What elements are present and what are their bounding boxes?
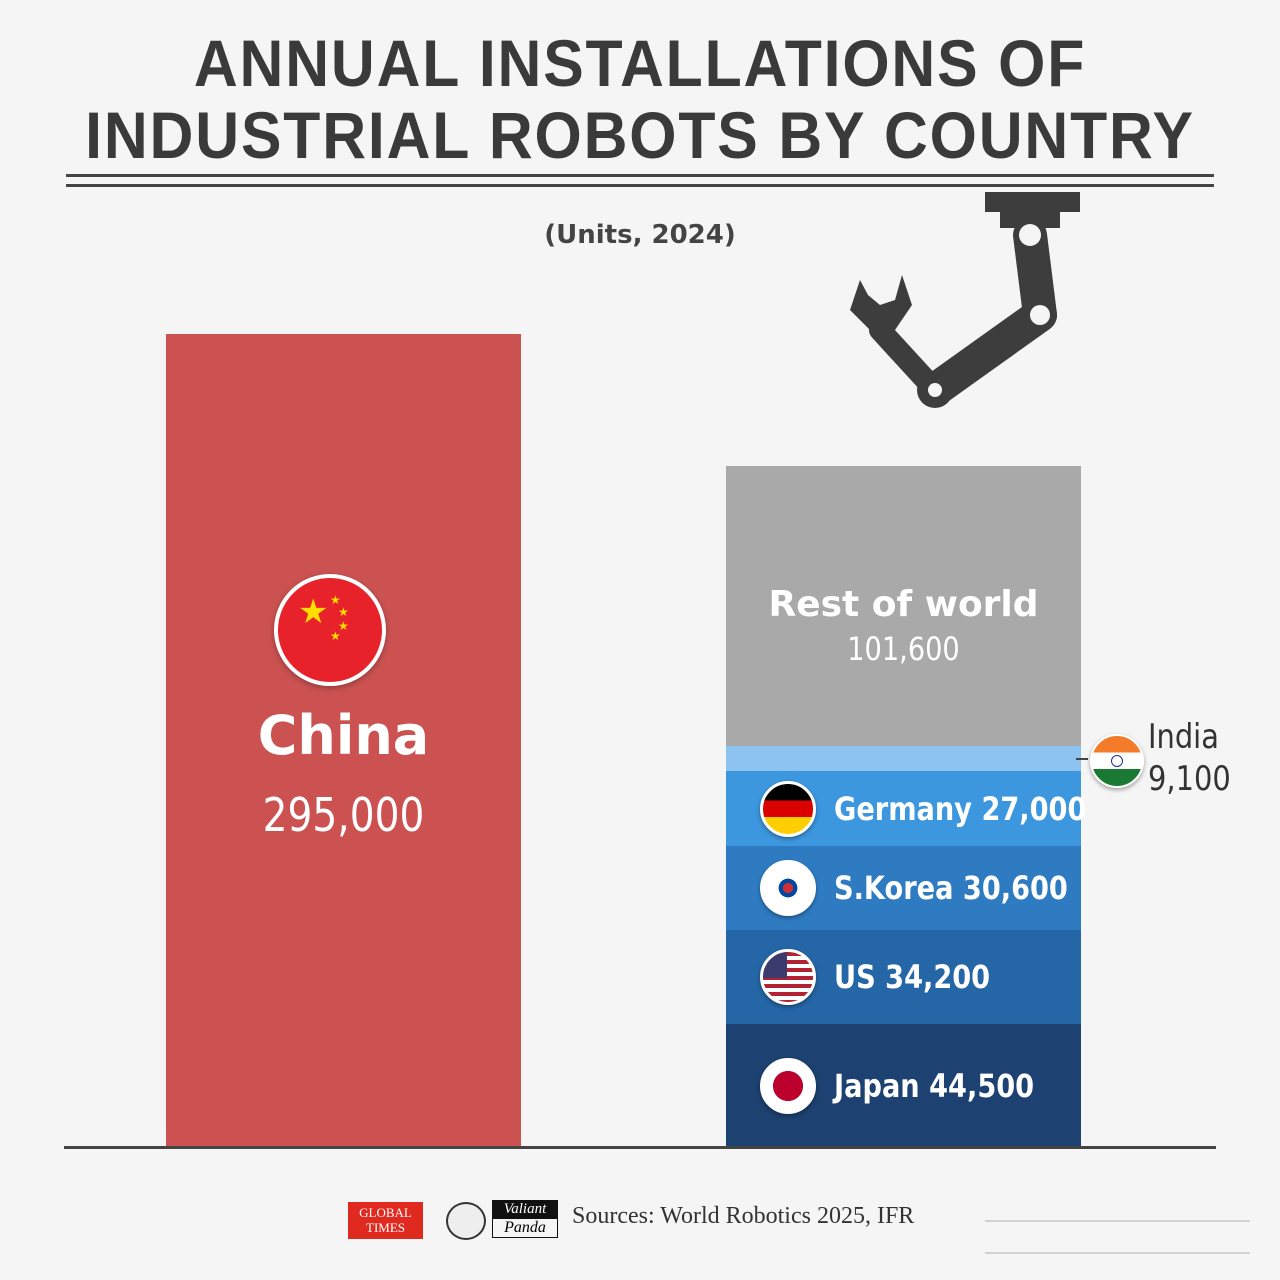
chart-title-line1: ANNUAL INSTALLATIONS OF bbox=[193, 26, 1087, 100]
svg-text:★: ★ bbox=[338, 605, 349, 619]
svg-text:★: ★ bbox=[338, 619, 349, 633]
china-value-label: 295,000 bbox=[262, 788, 425, 842]
rest-of-world-label: Rest of world bbox=[768, 584, 1039, 625]
bar-segment-india bbox=[726, 746, 1081, 772]
svg-text:★: ★ bbox=[298, 592, 328, 632]
china-flag-icon: ★ ★ ★ ★ ★ bbox=[274, 574, 386, 686]
x-axis-baseline bbox=[64, 1146, 1216, 1149]
global-times-logo: GLOBAL TIMES bbox=[348, 1202, 423, 1239]
india-value-label: 9,100 bbox=[1148, 759, 1231, 799]
svg-text:★: ★ bbox=[330, 629, 341, 643]
bar-segment-us: US 34,200 bbox=[726, 930, 1081, 1025]
title-rule-bottom bbox=[66, 184, 1214, 187]
bar-china bbox=[166, 334, 521, 1147]
source-note: Sources: World Robotics 2025, IFR bbox=[572, 1203, 915, 1229]
segment-label: Germany 27,000 bbox=[834, 789, 1087, 828]
bar-segment-germany: Germany 27,000 bbox=[726, 771, 1086, 846]
title-rule-top bbox=[66, 174, 1214, 177]
rest-of-world-value: 101,600 bbox=[847, 630, 960, 668]
valiant-panda-logo: Valiant Panda bbox=[446, 1200, 558, 1240]
segment-label: Japan 44,500 bbox=[834, 1066, 1035, 1105]
watermark bbox=[985, 1220, 1250, 1254]
germany-flag-icon bbox=[760, 780, 816, 837]
japan-flag-icon bbox=[760, 1057, 816, 1114]
chart-subtitle: (Units, 2024) bbox=[544, 220, 736, 250]
india-leader-line bbox=[1076, 758, 1088, 760]
india-label: India bbox=[1148, 717, 1219, 757]
s-korea-flag-icon bbox=[760, 859, 816, 916]
india-flag-icon bbox=[1090, 734, 1144, 788]
segment-label: US 34,200 bbox=[834, 958, 991, 997]
china-label: China bbox=[257, 704, 430, 767]
svg-text:★: ★ bbox=[330, 593, 341, 607]
bar-segment-s-korea: S.Korea 30,600 bbox=[726, 845, 1081, 931]
us-flag-icon bbox=[760, 949, 816, 1006]
robot-arm-icon bbox=[850, 192, 1080, 408]
bar-segment-japan: Japan 44,500 bbox=[726, 1024, 1081, 1147]
chart-title-line2: INDUSTRIAL ROBOTS BY COUNTRY bbox=[85, 98, 1195, 172]
bar-segment-rest-of-world bbox=[726, 466, 1081, 747]
segment-label: S.Korea 30,600 bbox=[834, 868, 1068, 907]
